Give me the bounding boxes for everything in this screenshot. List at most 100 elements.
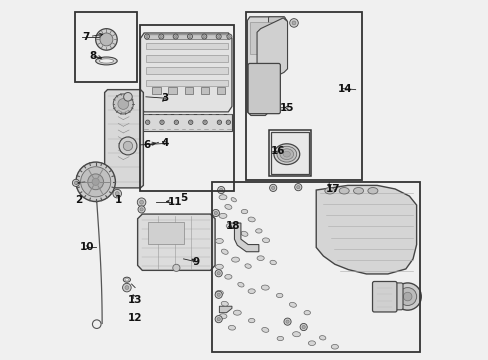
- Ellipse shape: [247, 217, 255, 222]
- Ellipse shape: [219, 195, 226, 200]
- Circle shape: [271, 186, 274, 189]
- Circle shape: [74, 181, 78, 184]
- Ellipse shape: [262, 238, 269, 243]
- Text: 6: 6: [143, 140, 150, 150]
- Bar: [249, 22, 284, 54]
- Bar: [140, 25, 233, 191]
- Ellipse shape: [283, 151, 290, 157]
- Polygon shape: [104, 90, 143, 188]
- Circle shape: [296, 185, 299, 189]
- Circle shape: [398, 288, 416, 306]
- Circle shape: [203, 120, 207, 125]
- Ellipse shape: [215, 238, 223, 243]
- Text: 9: 9: [192, 257, 199, 267]
- Circle shape: [269, 184, 276, 192]
- Circle shape: [81, 167, 110, 197]
- Circle shape: [173, 34, 178, 39]
- Text: 14: 14: [337, 84, 352, 94]
- FancyBboxPatch shape: [142, 114, 231, 131]
- Circle shape: [217, 120, 221, 125]
- Bar: [246, 12, 362, 180]
- Circle shape: [217, 186, 224, 194]
- Circle shape: [219, 188, 223, 192]
- Ellipse shape: [221, 249, 228, 254]
- Circle shape: [72, 179, 80, 186]
- Circle shape: [189, 121, 191, 123]
- Ellipse shape: [219, 213, 226, 219]
- Circle shape: [145, 120, 149, 125]
- Bar: [201, 87, 209, 94]
- Ellipse shape: [244, 264, 251, 268]
- Text: 10: 10: [80, 242, 94, 252]
- Ellipse shape: [319, 336, 325, 340]
- Circle shape: [403, 292, 411, 301]
- Ellipse shape: [276, 146, 296, 162]
- Circle shape: [302, 325, 305, 329]
- FancyBboxPatch shape: [247, 63, 280, 114]
- Circle shape: [137, 198, 145, 207]
- Text: 13: 13: [128, 295, 142, 305]
- Circle shape: [100, 33, 113, 46]
- Ellipse shape: [261, 285, 269, 290]
- Circle shape: [124, 285, 128, 289]
- Polygon shape: [140, 33, 231, 112]
- Bar: [217, 87, 225, 94]
- Text: 2: 2: [75, 195, 82, 205]
- Ellipse shape: [215, 291, 223, 296]
- Circle shape: [113, 94, 133, 114]
- Circle shape: [291, 21, 295, 25]
- Bar: [168, 87, 177, 94]
- Circle shape: [284, 318, 290, 325]
- Bar: [268, 130, 310, 176]
- Text: 12: 12: [128, 313, 142, 323]
- Circle shape: [215, 291, 222, 298]
- Circle shape: [145, 35, 148, 38]
- Polygon shape: [316, 185, 416, 274]
- Polygon shape: [247, 17, 286, 116]
- Circle shape: [115, 192, 119, 195]
- Circle shape: [203, 35, 205, 38]
- Circle shape: [160, 120, 164, 125]
- Ellipse shape: [308, 341, 315, 346]
- Bar: [75, 12, 137, 82]
- Circle shape: [226, 34, 231, 39]
- Ellipse shape: [219, 314, 226, 319]
- Ellipse shape: [269, 260, 276, 265]
- Ellipse shape: [330, 345, 338, 349]
- Circle shape: [76, 162, 115, 202]
- Ellipse shape: [257, 256, 264, 261]
- Circle shape: [113, 189, 121, 198]
- Circle shape: [92, 178, 99, 185]
- Circle shape: [227, 121, 229, 123]
- Circle shape: [202, 34, 206, 39]
- Polygon shape: [145, 35, 229, 40]
- Circle shape: [122, 283, 131, 292]
- Ellipse shape: [304, 311, 310, 315]
- Ellipse shape: [261, 328, 268, 332]
- Circle shape: [217, 318, 220, 321]
- Text: 11: 11: [167, 197, 182, 207]
- Circle shape: [174, 35, 177, 38]
- Ellipse shape: [226, 224, 234, 228]
- Circle shape: [188, 120, 192, 125]
- Polygon shape: [219, 306, 231, 313]
- Ellipse shape: [367, 188, 377, 194]
- Bar: [184, 87, 193, 94]
- FancyBboxPatch shape: [389, 283, 402, 310]
- Text: 18: 18: [225, 221, 240, 231]
- FancyBboxPatch shape: [271, 132, 308, 174]
- Ellipse shape: [231, 257, 239, 262]
- Circle shape: [218, 121, 220, 123]
- Circle shape: [300, 323, 306, 330]
- Text: 3: 3: [161, 93, 168, 103]
- Circle shape: [172, 264, 180, 271]
- Circle shape: [289, 19, 298, 27]
- Circle shape: [119, 137, 137, 155]
- Ellipse shape: [221, 301, 228, 306]
- Ellipse shape: [96, 57, 117, 65]
- Ellipse shape: [276, 293, 282, 298]
- Circle shape: [285, 320, 288, 323]
- Ellipse shape: [339, 188, 348, 194]
- Circle shape: [217, 35, 220, 38]
- Text: 17: 17: [325, 184, 340, 194]
